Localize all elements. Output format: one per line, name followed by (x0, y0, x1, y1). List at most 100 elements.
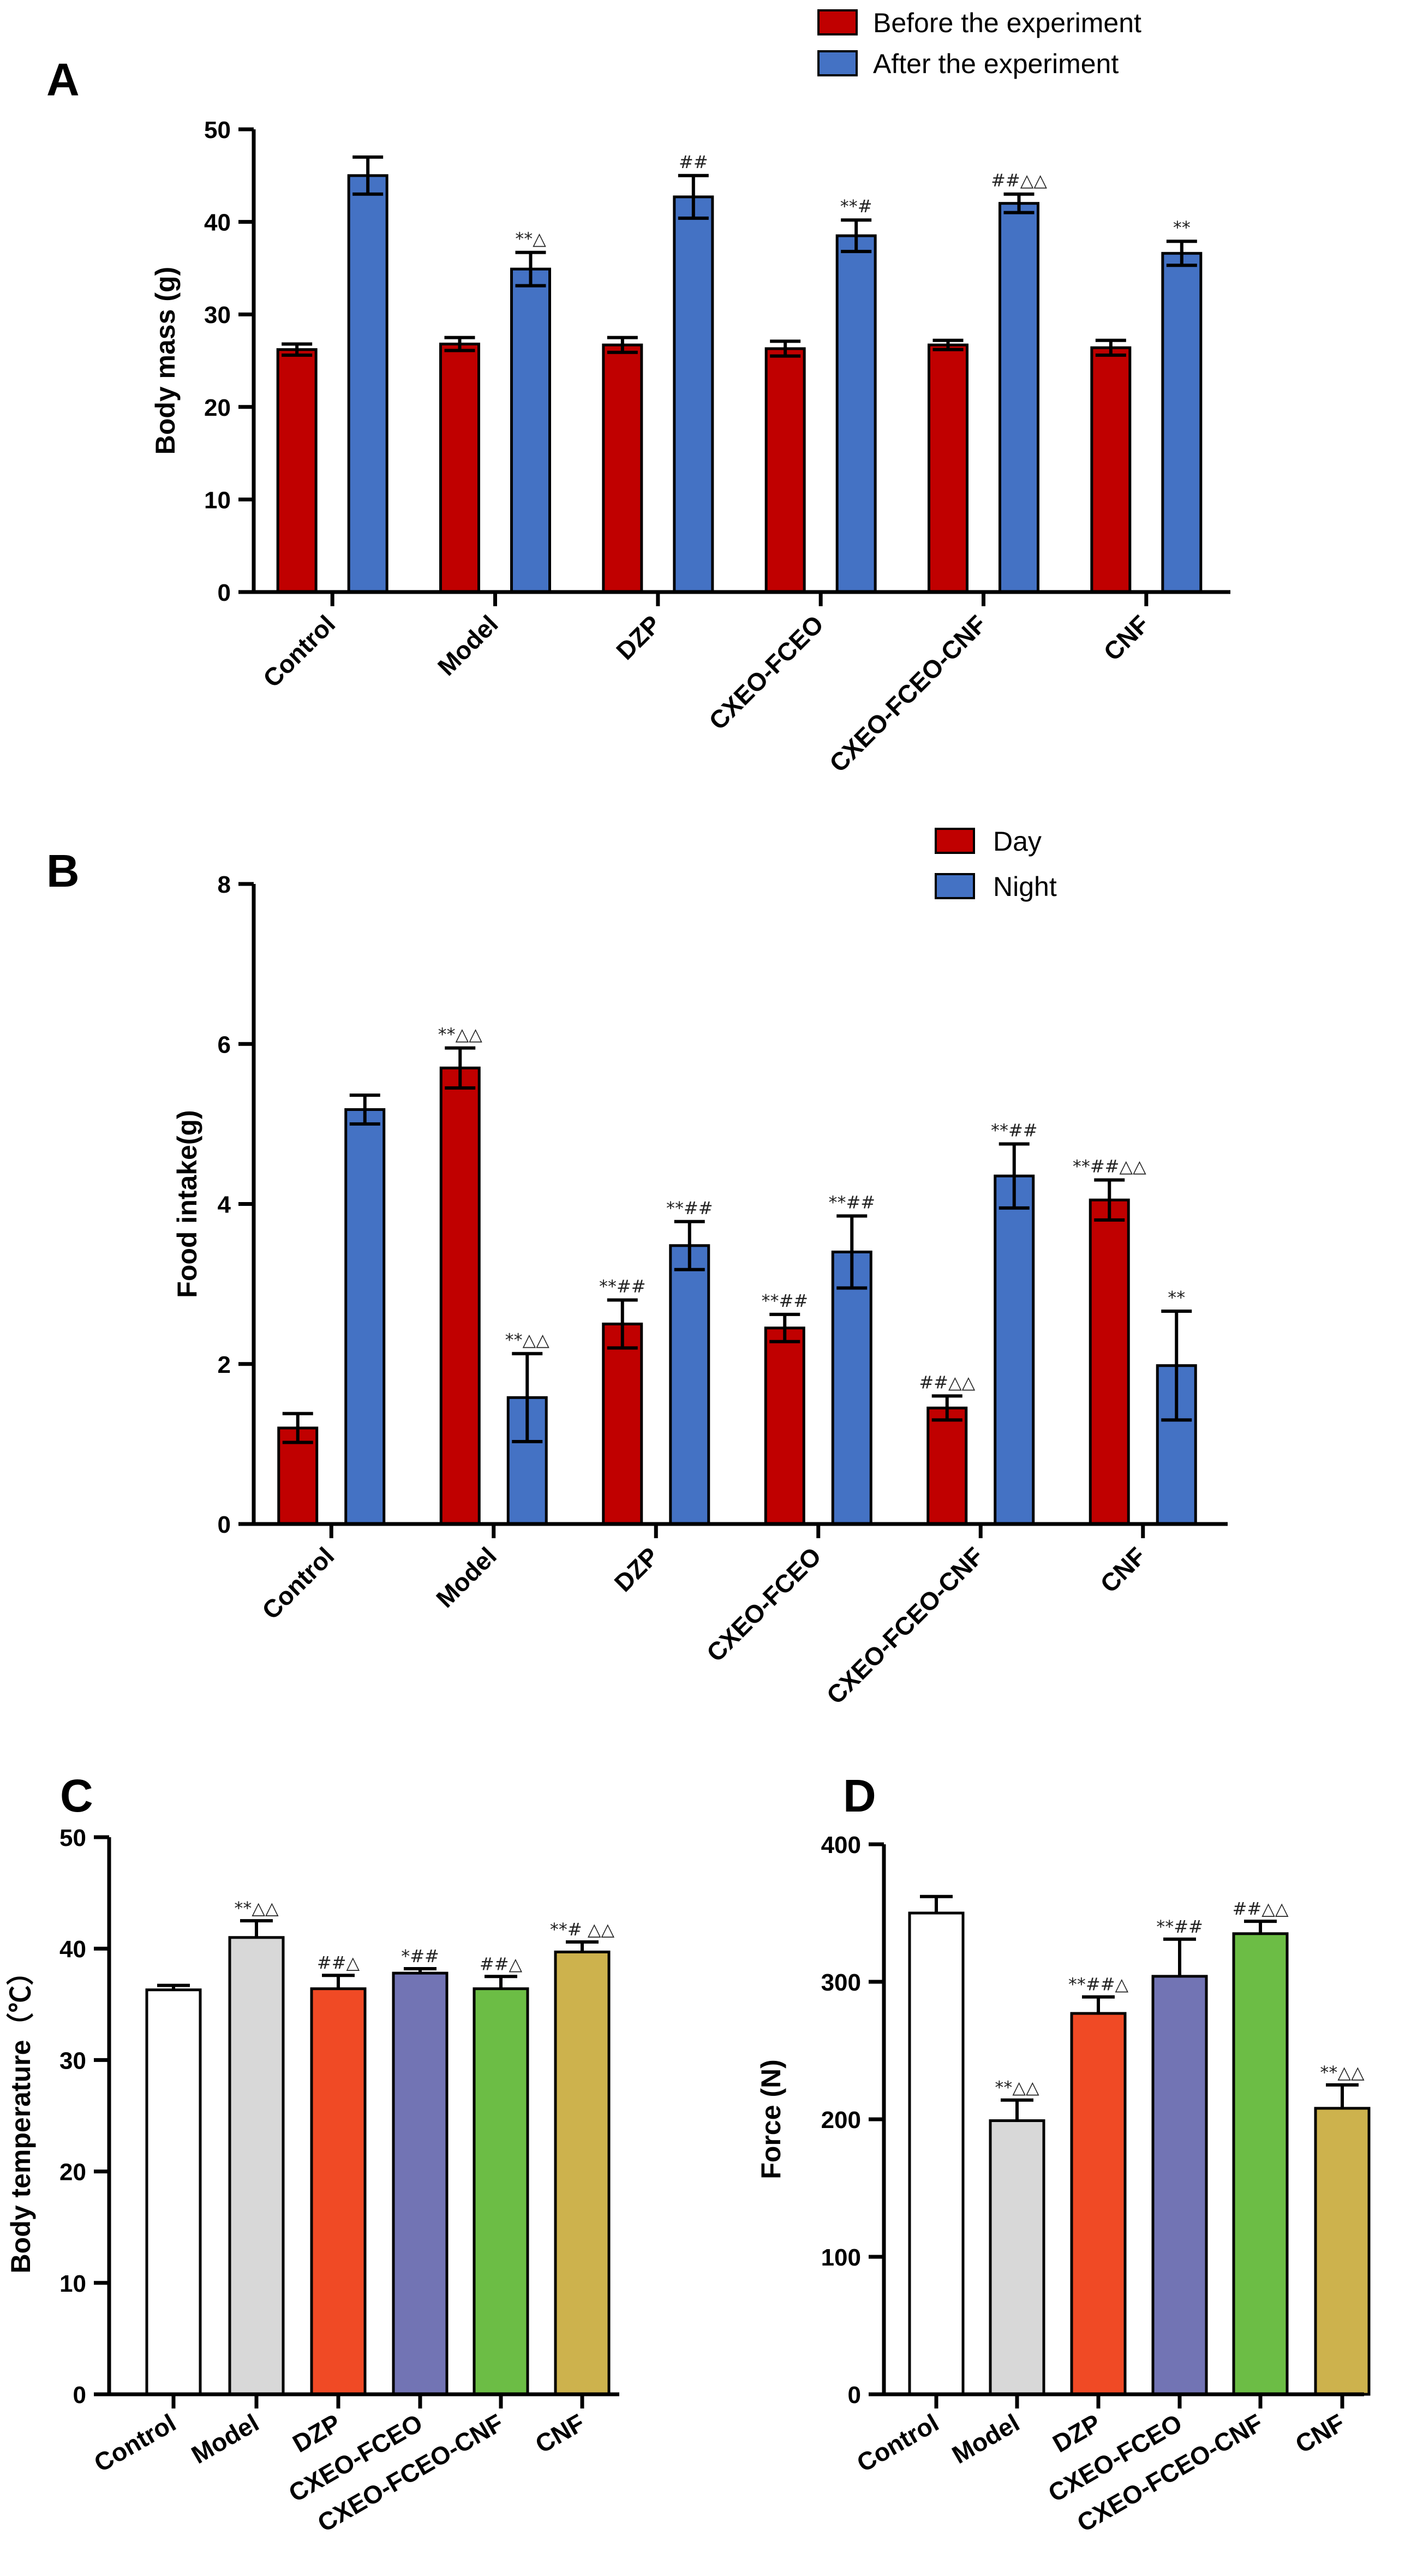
y-tick-label: 30 (59, 2047, 86, 2074)
y-tick-label: 20 (59, 2159, 86, 2186)
y-tick-label: 20 (204, 395, 231, 421)
legend-swatch (935, 828, 975, 854)
y-tick-label: 0 (73, 2382, 86, 2408)
significance-label: ##△△ (991, 170, 1047, 191)
x-tick-label: CNF (530, 2408, 589, 2459)
bar-before-the-experiment-model (439, 342, 480, 594)
y-tick-label: 4 (218, 1192, 231, 1218)
significance-label: **##△ (1068, 1974, 1129, 1995)
x-tick-label: Model (432, 609, 504, 681)
panel-label: B (46, 845, 80, 896)
y-tick-label: 200 (821, 2107, 861, 2133)
x-tick-label: CXEO-FCEO (703, 609, 829, 735)
panel-label: C (60, 1770, 93, 1821)
bar-model (228, 1936, 285, 2396)
x-tick-label: Control (89, 2408, 181, 2478)
chart-panel-A: A Body mass (g) 0 10 20 30 40 50 **△ ## **# ##△△ ** C… (46, 8, 1230, 778)
y-tick-label: 40 (204, 210, 231, 236)
y-tick-label: 0 (848, 2382, 861, 2408)
bar-control (145, 1988, 202, 2396)
significance-label: ##△ (480, 1953, 523, 1974)
bar-before-the-experiment-cxeo-fceo (764, 347, 806, 594)
significance-label: **## (828, 1192, 875, 1212)
bar-after-the-experiment-cxeo-fceo-cnf (999, 202, 1039, 594)
y-tick-label: 10 (204, 487, 231, 513)
bar-day-dzp (602, 1322, 643, 1526)
bar-cxeo-fceo-cnf (473, 1987, 529, 2396)
y-axis-label: Force (N) (756, 2059, 786, 2179)
x-tick-label: CNF (1290, 2408, 1349, 2459)
panel-label: A (46, 54, 80, 105)
significance-label: **## (761, 1290, 808, 1311)
bar-before-the-experiment-cxeo-fceo-cnf (928, 343, 968, 594)
x-tick-label: Control (256, 1541, 339, 1624)
x-tick-label: Control (258, 609, 340, 692)
bar-after-the-experiment-cxeo-fceo (835, 234, 877, 594)
bar-dzp (310, 1987, 367, 2396)
x-tick-label: Model (431, 1541, 502, 1613)
y-axis-label: Body temperature（℃） (5, 1958, 36, 2274)
bar-day-cnf (1089, 1198, 1130, 1526)
y-tick-label: 10 (59, 2270, 86, 2297)
bar-cxeo-fceo (392, 1971, 449, 2396)
y-tick-label: 2 (218, 1352, 231, 1378)
x-tick-label: CXEO-FCEO-CNF (821, 1541, 989, 1710)
x-tick-label: CNF (1095, 1541, 1151, 1598)
panel-label: D (843, 1770, 876, 1821)
y-tick-label: 300 (821, 1969, 861, 1996)
y-tick-label: 40 (59, 1936, 86, 1963)
bar-day-model (439, 1066, 481, 1526)
y-axis-label: Food intake(g) (172, 1110, 202, 1298)
legend-entry: Night (993, 871, 1057, 902)
significance-label: ##△ (317, 1952, 360, 1973)
legend-entry: After the experiment (873, 49, 1119, 79)
x-tick-label: Control (852, 2408, 943, 2478)
significance-label: ** (1168, 1287, 1185, 1308)
significance-label: **# (840, 196, 872, 217)
significance-label: **△△ (505, 1330, 550, 1350)
significance-label: **## (599, 1276, 646, 1296)
x-tick-label: CNF (1098, 609, 1155, 666)
bar-after-the-experiment-dzp (673, 195, 714, 594)
significance-label: **## (666, 1198, 713, 1218)
bar-cnf (1314, 2107, 1371, 2396)
y-axis-label: Body mass (g) (150, 267, 181, 455)
bar-before-the-experiment-dzp (602, 343, 643, 594)
y-tick-label: 8 (218, 871, 231, 898)
legend-swatch (935, 873, 975, 899)
x-tick-label: DZP (611, 609, 666, 665)
bar-after-the-experiment-model (510, 267, 551, 594)
legend-entry: Day (993, 826, 1042, 857)
significance-label: *## (401, 1946, 439, 1967)
bar-cxeo-fceo (1151, 1975, 1208, 2396)
y-tick-label: 400 (821, 1832, 861, 1858)
x-tick-label: DZP (608, 1541, 664, 1597)
bar-model (989, 2119, 1045, 2396)
chart-panel-B: B Food intake(g) 0 2 4 6 8 **△△ **## **## ##△△ **##… (46, 826, 1228, 1710)
significance-label: **△△ (438, 1024, 483, 1045)
bar-night-cxeo-fceo (831, 1250, 872, 1526)
bar-before-the-experiment-control (276, 348, 318, 594)
significance-label: ** (1173, 217, 1191, 238)
bar-night-cxeo-fceo-cnf (994, 1174, 1035, 1526)
x-tick-label: CXEO-FCEO (701, 1541, 827, 1667)
y-tick-label: 50 (204, 117, 231, 144)
significance-label: **## (1156, 1916, 1203, 1937)
bar-after-the-experiment-cnf (1161, 252, 1203, 594)
y-tick-label: 30 (204, 302, 231, 328)
bar-night-control (344, 1108, 386, 1526)
x-tick-label: Model (947, 2408, 1024, 2469)
bar-cnf (554, 1950, 611, 2396)
legend-swatch (817, 9, 858, 35)
significance-label: **##△△ (1073, 1156, 1146, 1177)
x-tick-label: DZP (288, 2408, 345, 2458)
y-tick-label: 50 (59, 1825, 86, 1851)
x-tick-label: CXEO-FCEO-CNF (824, 609, 992, 778)
significance-label: **△△ (995, 2077, 1039, 2098)
significance-label: **△△ (1320, 2062, 1365, 2083)
legend-swatch (817, 50, 858, 76)
bar-night-dzp (669, 1244, 710, 1526)
significance-label: ##△△ (919, 1372, 975, 1392)
bar-day-cxeo-fceo-cnf (926, 1406, 968, 1526)
